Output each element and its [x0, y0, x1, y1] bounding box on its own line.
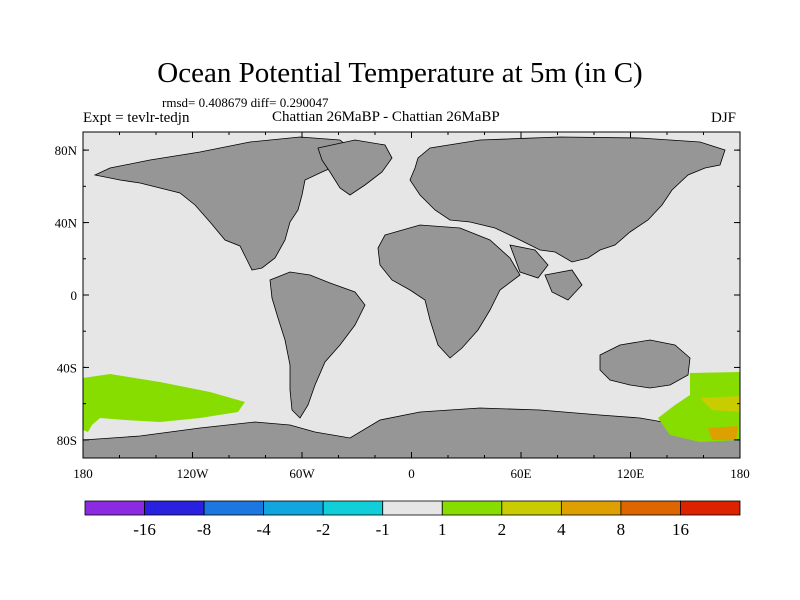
- colorbar-swatch: [144, 500, 205, 516]
- y-tick-label: 0: [71, 288, 78, 303]
- x-tick-label: 60E: [511, 466, 532, 481]
- land-india: [544, 269, 583, 301]
- x-tick-label: 120E: [617, 466, 645, 481]
- colorbar-label: -1: [376, 520, 390, 539]
- temperature-anomaly-regions: [83, 372, 740, 442]
- colorbar-swatch: [680, 500, 741, 516]
- y-tick-label: 80S: [57, 433, 77, 448]
- land-masses: [82, 136, 741, 459]
- experiment-label: Expt = tevlr-tedjn: [83, 110, 190, 126]
- colorbar-swatch: [560, 500, 622, 516]
- y-tick-label: 40S: [57, 360, 77, 375]
- y-tick-label: 40N: [55, 216, 78, 231]
- anomaly-southwest-pacific: [658, 372, 740, 442]
- colorbar-label: 4: [557, 520, 566, 539]
- colorbar-swatch: [382, 500, 443, 516]
- land-north-america: [93, 136, 353, 271]
- colorbar-swatch: [441, 500, 503, 516]
- land-africa: [377, 224, 521, 359]
- colorbar-swatch: [263, 500, 324, 516]
- colorbar-label: 16: [672, 520, 689, 539]
- x-tick-label: 180: [73, 466, 93, 481]
- colorbar-label: -2: [316, 520, 330, 539]
- colorbar-label: -8: [197, 520, 211, 539]
- anomaly-southwest-pacific-warm: [700, 396, 740, 412]
- y-tick-label: 80N: [55, 143, 78, 158]
- land-australia: [599, 339, 691, 389]
- colorbar-label: 8: [617, 520, 626, 539]
- x-tick-label: 180: [730, 466, 750, 481]
- period-label: Chattian 26MaBP - Chattian 26MaBP: [272, 109, 500, 125]
- x-tick-label: 60W: [289, 466, 315, 481]
- land-eurasia: [409, 136, 726, 263]
- colorbar-label: 1: [438, 520, 447, 539]
- colorbar-swatch: [501, 500, 562, 516]
- x-tick-label: 0: [408, 466, 415, 481]
- anomaly-south-pacific: [83, 374, 245, 432]
- colorbar-swatch: [84, 500, 145, 516]
- season-label: DJF: [711, 110, 737, 126]
- land-arabia: [509, 244, 549, 279]
- colorbar-label: -4: [257, 520, 272, 539]
- rmsd-diff-stats: rmsd= 0.408679 diff= 0.290047: [162, 95, 329, 110]
- map-ticks: 180 120W 60W 0 60E 120E 180 80N 40N 0 40S 80S: [55, 132, 750, 481]
- land-greenland: [317, 139, 393, 196]
- x-tick-label: 120W: [177, 466, 210, 481]
- anomaly-south-pacific-hot: [708, 426, 738, 440]
- map-title: Ocean Potential Temperature at 5m (in C): [157, 57, 643, 89]
- colorbar-swatch: [322, 500, 384, 516]
- colorbar-label: -16: [133, 520, 156, 539]
- colorbar-label: 2: [498, 520, 507, 539]
- colorbar-swatch: [620, 500, 681, 516]
- land-south-america: [269, 271, 366, 419]
- colorbar-swatch: [203, 500, 265, 516]
- colorbar: -16 -8 -4 -2 -1 1 2 4 8 16: [84, 500, 741, 539]
